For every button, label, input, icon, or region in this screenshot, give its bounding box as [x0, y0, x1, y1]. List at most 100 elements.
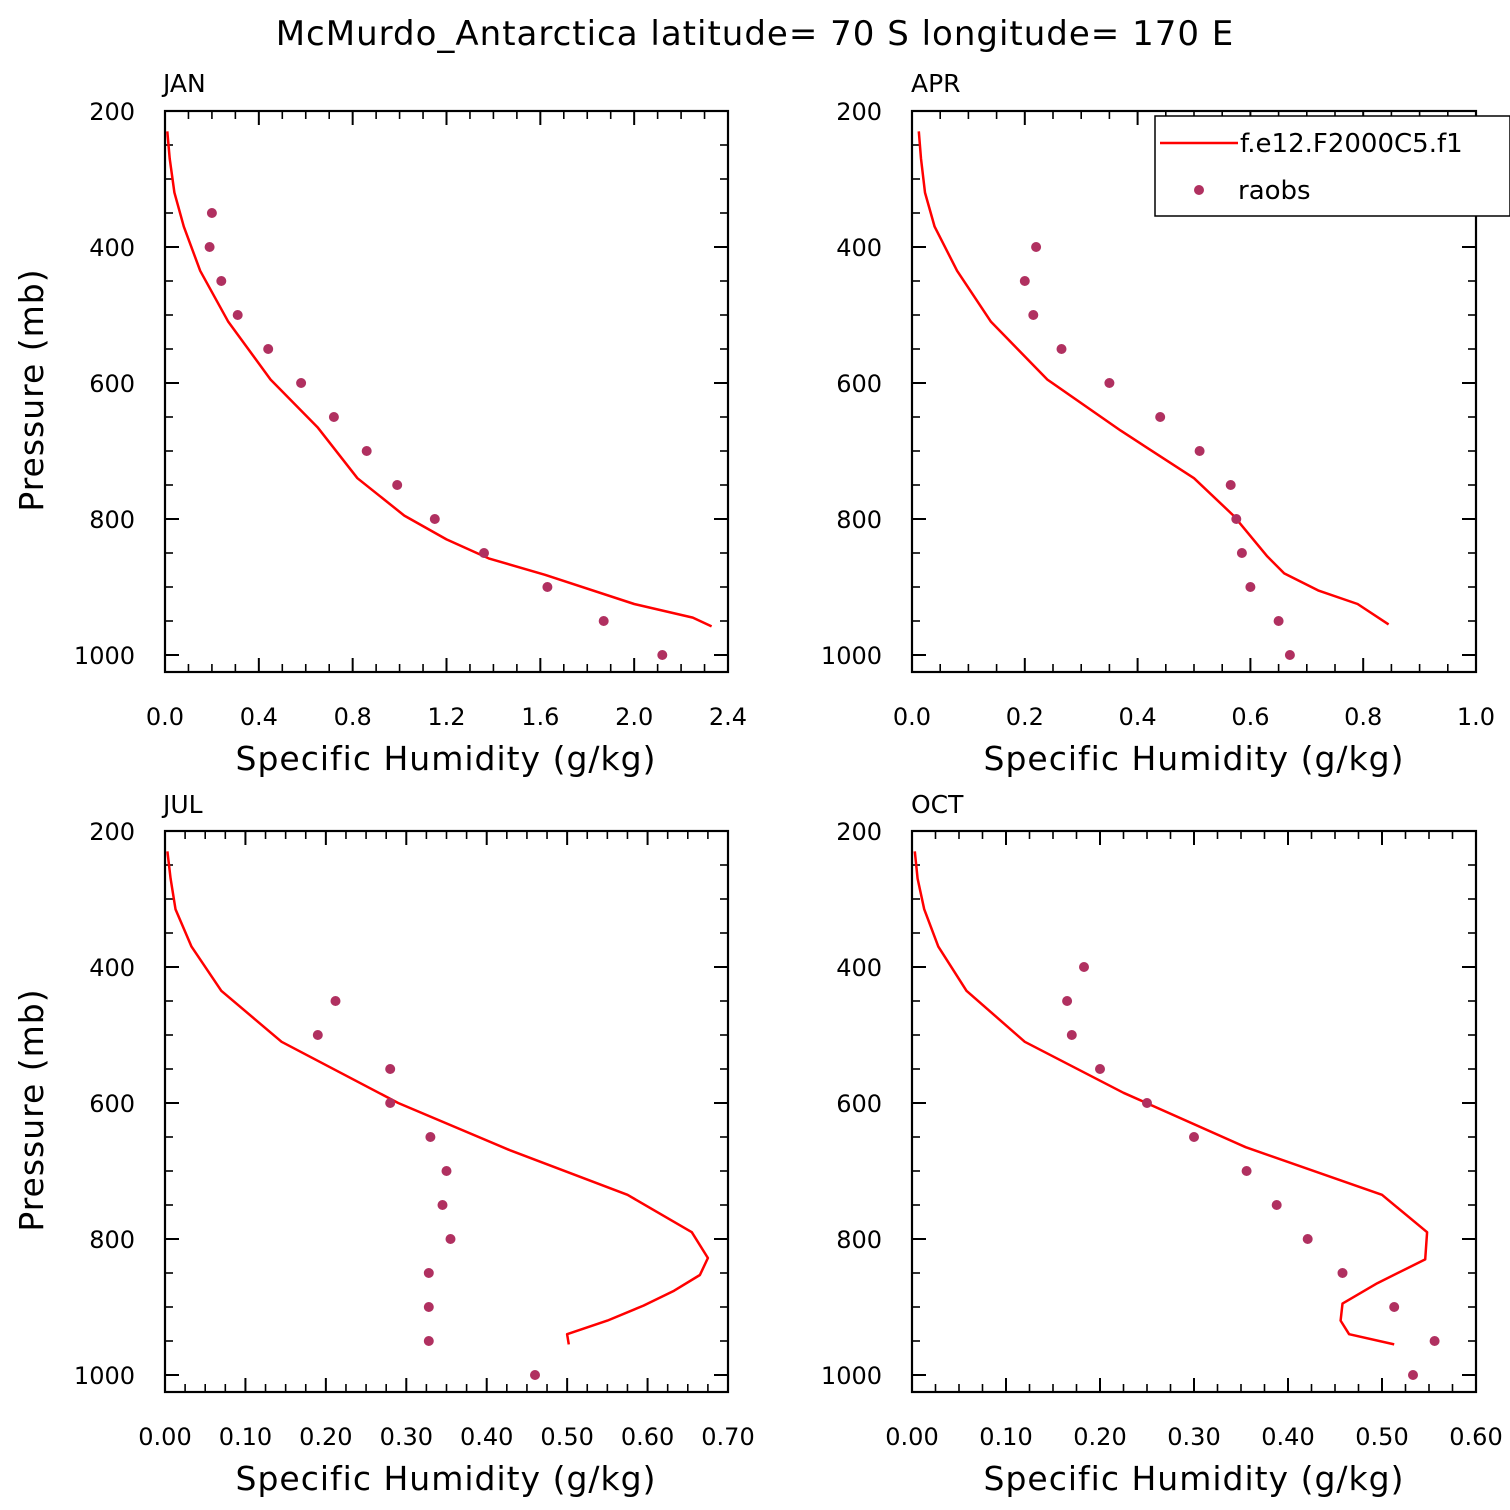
- obs-point-jul: [445, 1234, 456, 1244]
- x-tick-label-oct: 0.60: [1449, 1423, 1502, 1451]
- obs-point-apr: [1231, 514, 1242, 524]
- y-axis-title-jul: Pressure (mb): [12, 988, 51, 1231]
- x-tick-label-jul: 0.50: [540, 1423, 593, 1451]
- obs-point-oct: [1389, 1302, 1400, 1312]
- x-axis-title-jan: Specific Humidity (g/kg): [236, 739, 657, 778]
- obs-point-oct: [1241, 1166, 1252, 1176]
- y-tick-label-jul: 400: [89, 954, 135, 982]
- x-tick-label-oct: 0.20: [1073, 1423, 1126, 1451]
- obs-point-apr: [1031, 242, 1042, 252]
- y-tick-label-apr: 200: [836, 98, 882, 126]
- obs-point-jan: [542, 582, 553, 592]
- legend-box: [1154, 115, 1510, 217]
- x-tick-label-jul: 0.30: [380, 1423, 433, 1451]
- obs-point-jan: [328, 412, 339, 422]
- y-tick-label-jan: 800: [89, 506, 135, 534]
- plot-frame-jul: [163, 829, 730, 1394]
- y-tick-label-jul: 600: [89, 1090, 135, 1118]
- y-tick-label-jan: 1000: [74, 642, 135, 670]
- x-tick-label-oct: 0.00: [885, 1423, 938, 1451]
- x-tick-label-oct: 0.30: [1167, 1423, 1220, 1451]
- obs-point-apr: [1284, 650, 1295, 660]
- obs-point-jan: [263, 344, 274, 354]
- obs-point-oct: [1429, 1336, 1440, 1346]
- y-tick-label-apr: 400: [836, 234, 882, 262]
- x-tick-label-jul: 0.00: [138, 1423, 191, 1451]
- x-tick-label-jul: 0.10: [219, 1423, 272, 1451]
- y-tick-label-oct: 200: [836, 818, 882, 846]
- obs-point-jul: [423, 1268, 434, 1278]
- model-series-line-jul: [166, 851, 710, 1345]
- panel-jan: JAN Specific Humidity (g/kg) Pressure (m…: [12, 69, 747, 778]
- obs-point-jan: [204, 242, 215, 252]
- obs-point-oct: [1337, 1268, 1348, 1278]
- y-tick-label-jul: 1000: [74, 1362, 135, 1390]
- x-tick-label-apr: 0.6: [1231, 703, 1269, 731]
- obs-point-apr: [1155, 412, 1166, 422]
- obs-point-jul: [441, 1166, 452, 1176]
- obs-point-apr: [1236, 548, 1247, 558]
- y-tick-label-jul: 800: [89, 1226, 135, 1254]
- model-series-line-oct: [913, 851, 1429, 1346]
- y-tick-label-jan: 200: [89, 98, 135, 126]
- x-tick-label-jan: 1.6: [521, 703, 559, 731]
- y-tick-label-oct: 800: [836, 1226, 882, 1254]
- obs-point-oct: [1095, 1064, 1105, 1074]
- legend-model-label: f.e12.F2000C5.f1: [1240, 129, 1463, 159]
- y-tick-label-jan: 400: [89, 234, 135, 262]
- x-tick-label-apr: 1.0: [1457, 703, 1495, 731]
- x-tick-label-jan: 2.4: [709, 703, 747, 731]
- obs-point-jul: [530, 1370, 540, 1380]
- obs-point-jan: [429, 514, 440, 524]
- legend: f.e12.F2000C5.f1 raobs: [1154, 115, 1510, 217]
- model-series-line-jan: [166, 131, 713, 628]
- x-axis-title-oct: Specific Humidity (g/kg): [984, 1459, 1405, 1498]
- x-tick-label-apr: 0.8: [1344, 703, 1382, 731]
- obs-point-jul: [425, 1132, 436, 1142]
- x-tick-label-jan: 2.0: [615, 703, 653, 731]
- obs-point-apr: [1245, 582, 1256, 592]
- x-tick-label-apr: 0.0: [893, 703, 931, 731]
- obs-point-jul: [385, 1064, 396, 1074]
- obs-point-apr: [1028, 310, 1039, 320]
- plot-frame-jan: [163, 109, 730, 674]
- x-tick-label-apr: 0.4: [1119, 703, 1157, 731]
- x-tick-label-jul: 0.70: [701, 1423, 754, 1451]
- y-tick-label-apr: 1000: [821, 642, 882, 670]
- obs-point-apr: [1019, 276, 1030, 286]
- obs-point-oct: [1066, 1030, 1077, 1040]
- obs-point-jan: [657, 650, 668, 660]
- x-tick-label-oct: 0.40: [1261, 1423, 1314, 1451]
- obs-point-oct: [1271, 1200, 1282, 1210]
- x-tick-label-jan: 0.4: [240, 703, 278, 731]
- obs-point-oct: [1142, 1098, 1152, 1108]
- obs-point-jul: [423, 1336, 434, 1346]
- obs-point-apr: [1225, 480, 1236, 490]
- obs-point-jan: [392, 480, 403, 490]
- figure-title: McMurdo_Antarctica latitude= 70 S longit…: [276, 14, 1235, 54]
- obs-point-jul: [423, 1302, 434, 1312]
- obs-point-oct: [1079, 962, 1089, 972]
- obs-point-jul: [385, 1098, 396, 1108]
- obs-point-jan: [296, 378, 307, 388]
- panel-oct: OCT Specific Humidity (g/kg) 0.00 0.10 0.2…: [821, 790, 1503, 1498]
- x-tick-label-oct: 0.10: [979, 1423, 1032, 1451]
- x-axis-title-apr: Specific Humidity (g/kg): [984, 739, 1405, 778]
- panel-label-oct: OCT: [911, 790, 964, 819]
- obs-point-apr: [1194, 446, 1205, 456]
- obs-point-apr: [1273, 616, 1284, 626]
- obs-point-jul: [312, 1030, 323, 1040]
- model-series-line-apr: [917, 131, 1390, 626]
- y-tick-label-jan: 600: [89, 370, 135, 398]
- x-tick-label-jul: 0.20: [299, 1423, 352, 1451]
- x-tick-label-jul: 0.60: [621, 1423, 674, 1451]
- obs-point-jan: [361, 446, 372, 456]
- y-tick-label-jul: 200: [89, 818, 135, 846]
- obs-point-jan: [216, 276, 227, 286]
- x-axis-title-jul: Specific Humidity (g/kg): [236, 1459, 657, 1498]
- legend-obs-label: raobs: [1238, 176, 1311, 206]
- obs-point-oct: [1408, 1370, 1418, 1380]
- panel-label-jan: JAN: [161, 69, 206, 98]
- panel-label-apr: APR: [911, 69, 961, 98]
